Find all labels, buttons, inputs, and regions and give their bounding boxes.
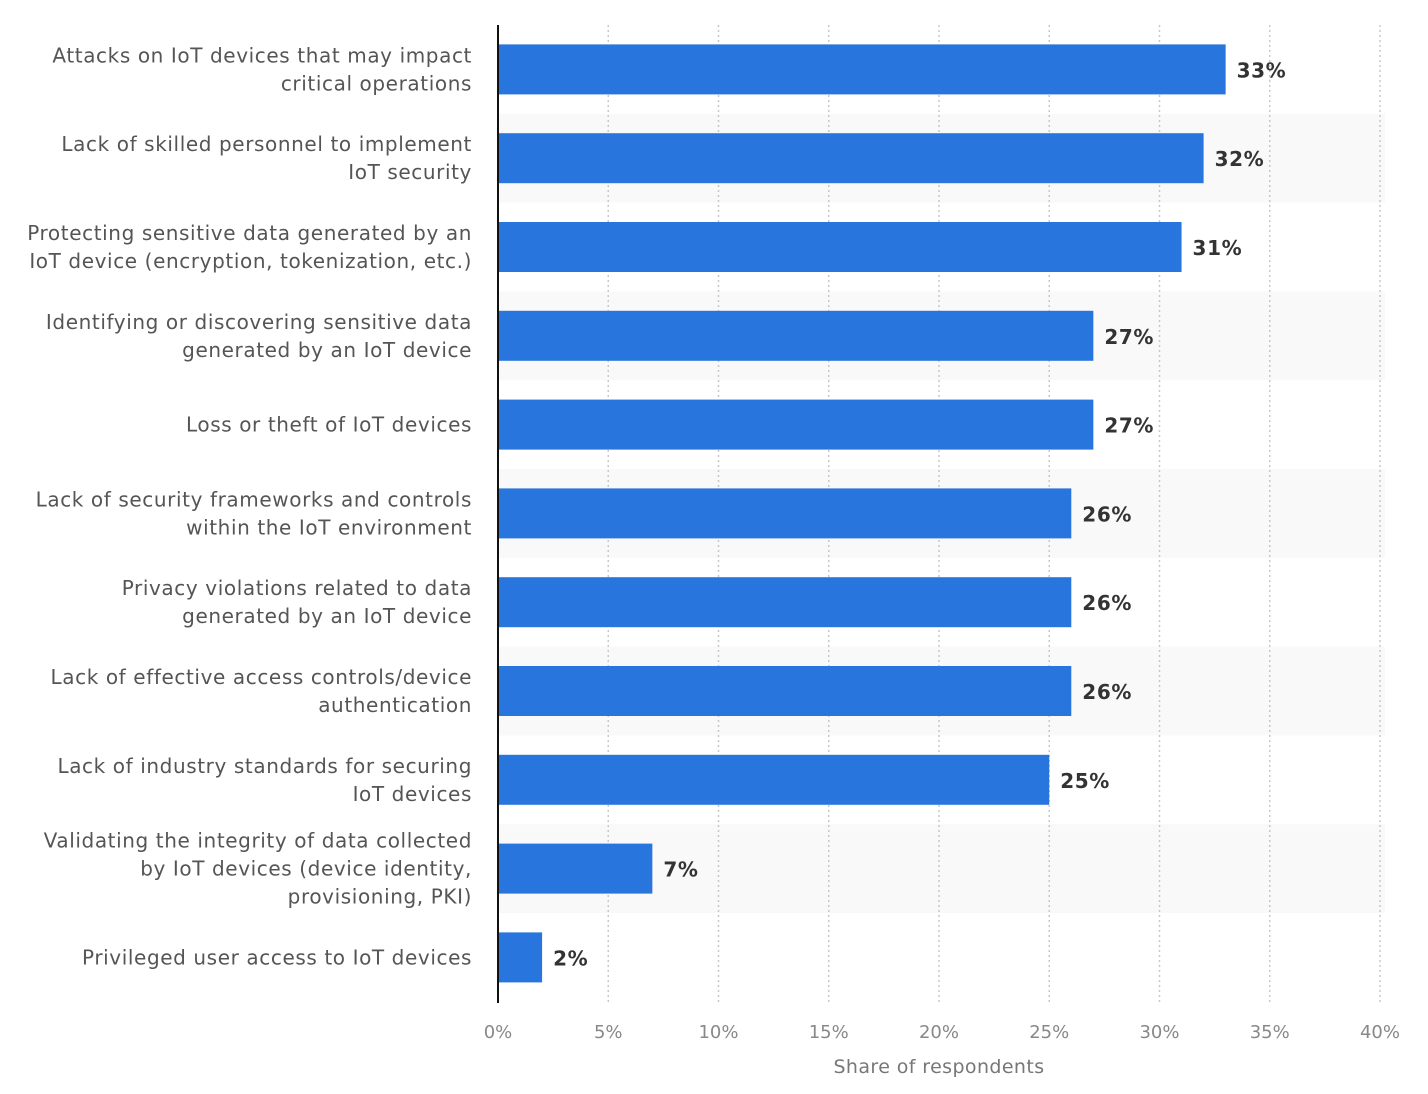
- bar: [498, 44, 1226, 95]
- bar: [498, 577, 1072, 628]
- data-label: 27%: [1104, 414, 1154, 438]
- data-label: 26%: [1082, 591, 1132, 615]
- x-axis-title: Share of respondents: [833, 1056, 1044, 1078]
- x-tick-label: 20%: [919, 1022, 959, 1043]
- category-label: Validating the integrity of data collect…: [44, 829, 472, 909]
- x-tick-label: 30%: [1139, 1022, 1179, 1043]
- data-label: 33%: [1237, 58, 1287, 82]
- bar: [498, 133, 1204, 184]
- data-label: 26%: [1082, 502, 1132, 526]
- bar: [498, 488, 1072, 539]
- data-label: 31%: [1193, 236, 1243, 260]
- category-label: Lack of skilled personnel to implement Io…: [61, 132, 472, 184]
- category-label: Lack of security frameworks and controls…: [36, 487, 472, 539]
- category-label: Protecting sensitive data generated by a…: [27, 221, 472, 273]
- bar: [498, 932, 543, 983]
- category-label: Privacy violations related to data genera…: [122, 576, 472, 628]
- category-label: Lack of industry standards for securing I…: [57, 754, 472, 806]
- bar: [498, 310, 1094, 361]
- category-label: Attacks on IoT devices that may impact cr…: [52, 43, 472, 95]
- x-tick-label: 10%: [698, 1022, 738, 1043]
- bar: [498, 399, 1094, 450]
- data-label: 32%: [1215, 147, 1265, 171]
- data-label: 25%: [1060, 769, 1110, 793]
- data-label: 27%: [1104, 325, 1154, 349]
- x-tick-label: 25%: [1029, 1022, 1069, 1043]
- bar: [498, 843, 653, 894]
- data-label: 7%: [663, 858, 698, 882]
- category-label: Lack of effective access controls/device…: [51, 665, 472, 717]
- x-tick-label: 0%: [484, 1022, 513, 1043]
- category-label: Loss or theft of IoT devices: [186, 413, 472, 437]
- category-label: Privileged user access to IoT devices: [82, 945, 472, 969]
- x-tick-label: 35%: [1250, 1022, 1290, 1043]
- x-tick-label: 40%: [1360, 1022, 1400, 1043]
- category-label: Identifying or discovering sensitive dat…: [46, 310, 472, 362]
- x-tick-label: 5%: [594, 1022, 623, 1043]
- data-label: 2%: [553, 946, 588, 970]
- x-tick-label: 15%: [809, 1022, 849, 1043]
- bar: [498, 754, 1050, 805]
- data-label: 26%: [1082, 680, 1132, 704]
- bar: [498, 666, 1072, 716]
- bar: [498, 222, 1182, 272]
